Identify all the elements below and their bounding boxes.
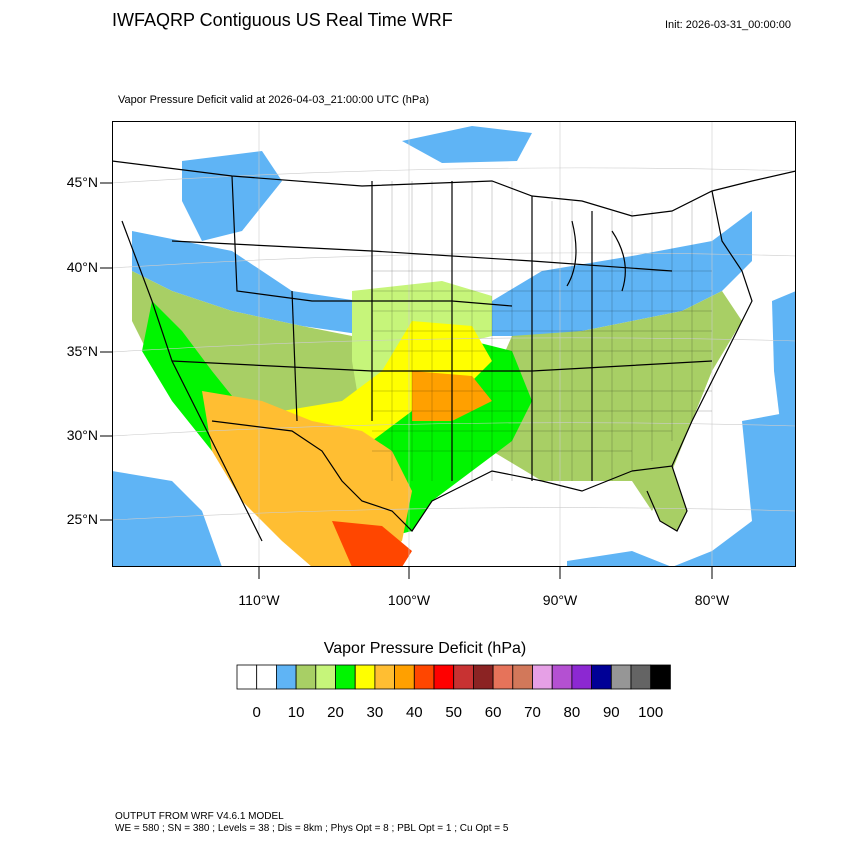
colorbar-box bbox=[236, 664, 258, 690]
colorbar-box bbox=[354, 664, 376, 690]
map-border bbox=[112, 121, 796, 567]
colorbar-tick-label: 70 bbox=[524, 704, 541, 721]
colorbar-tick-label: 20 bbox=[327, 704, 344, 721]
colorbar-box bbox=[394, 664, 415, 690]
map-subtitle: Vapor Pressure Deficit valid at 2026-04-… bbox=[118, 94, 430, 106]
colorbar-box bbox=[276, 664, 297, 690]
lat-label-40: 40°N bbox=[66, 259, 98, 275]
colorbar-box bbox=[492, 664, 514, 690]
lat-label-45: 45°N bbox=[66, 174, 98, 190]
political-boundaries bbox=[112, 160, 796, 542]
colorbar-box bbox=[551, 664, 573, 690]
graticule bbox=[112, 121, 796, 567]
lat-label-35: 35°N bbox=[66, 343, 98, 359]
southeast-region bbox=[492, 291, 742, 511]
colorbar-box bbox=[571, 664, 592, 690]
colorbar-box bbox=[433, 664, 455, 690]
gulf-moist-region bbox=[567, 551, 672, 567]
orange-region-southwest bbox=[202, 391, 412, 567]
colorbar-tick-label: 60 bbox=[484, 704, 502, 721]
lon-label-80: 80°W bbox=[694, 592, 730, 608]
colorbar-box bbox=[532, 664, 553, 690]
lat-label-25: 25°N bbox=[66, 511, 98, 527]
florida bbox=[632, 466, 687, 531]
moist-band-north bbox=[132, 211, 752, 336]
colorbar-tick-label: 0 bbox=[252, 704, 261, 721]
vpd-map bbox=[112, 121, 796, 567]
colorbar-box bbox=[295, 664, 317, 690]
colorbar-box bbox=[610, 664, 632, 690]
colorbar-tick-label: 90 bbox=[602, 704, 620, 721]
colorbar-box bbox=[256, 664, 277, 690]
lon-label-90: 90°W bbox=[542, 592, 578, 608]
colorbar-tick-label: 100 bbox=[638, 704, 664, 721]
colorbar bbox=[236, 664, 671, 690]
figure-title: IWFAQRP Contiguous US Real Time WRF bbox=[112, 10, 453, 30]
colorbar-box bbox=[591, 664, 612, 690]
lat-label-30: 30°N bbox=[66, 427, 98, 443]
colorbar-box bbox=[512, 664, 533, 690]
colorbar-box bbox=[650, 664, 671, 690]
colorbar-tick-label: 80 bbox=[563, 704, 581, 721]
red-region-mexico bbox=[332, 521, 412, 567]
caribbean-moist-region bbox=[672, 411, 796, 567]
colorbar-tick-label: 40 bbox=[405, 704, 423, 721]
colorbar-box bbox=[472, 664, 494, 690]
lon-label-110: 110°W bbox=[238, 592, 280, 608]
colorbar-box bbox=[413, 664, 435, 690]
colorbar-tick-label: 10 bbox=[287, 704, 305, 721]
colorbar-box bbox=[374, 664, 395, 690]
lat-ticks bbox=[100, 182, 112, 521]
pacific-moist-region bbox=[112, 471, 222, 567]
init-time: Init: 2026-03-31_00:00:00 bbox=[665, 19, 791, 31]
lon-ticks bbox=[258, 567, 713, 579]
footer-model-line: OUTPUT FROM WRF V4.6.1 MODEL bbox=[115, 811, 284, 822]
colorbar-box bbox=[630, 664, 652, 690]
colorbar-box bbox=[335, 664, 356, 690]
colorbar-title: Vapor Pressure Deficit (hPa) bbox=[323, 640, 527, 657]
colorbar-box bbox=[315, 664, 336, 690]
footer-config-line: WE = 580 ; SN = 380 ; Levels = 38 ; Dis … bbox=[115, 823, 509, 834]
colorbar-tick-label: 30 bbox=[366, 704, 384, 721]
atlantic-moist-region bbox=[772, 291, 796, 421]
county-boundaries bbox=[372, 181, 712, 481]
lon-label-100: 100°W bbox=[387, 592, 431, 608]
colorbar-tick-label: 50 bbox=[445, 704, 463, 721]
canada-moist-patch bbox=[182, 151, 282, 241]
colorbar-box bbox=[453, 664, 474, 690]
canada-moist-patch-2 bbox=[402, 126, 532, 163]
